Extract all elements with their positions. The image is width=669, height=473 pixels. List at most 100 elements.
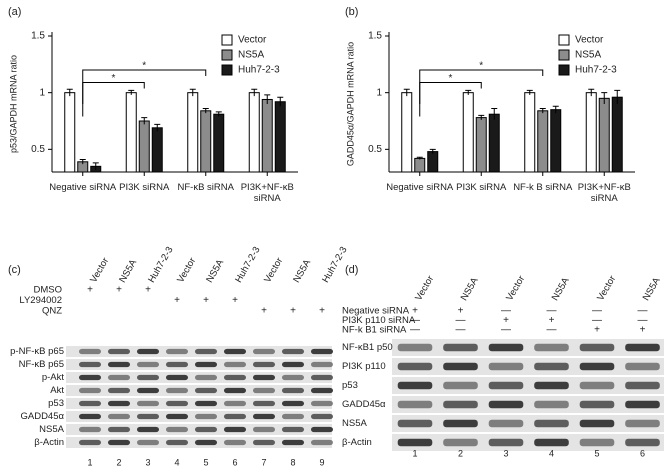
lane-label: Huh7-2-3 (233, 245, 262, 285)
lane-number: 6 (232, 457, 237, 467)
treatment-mark: + (174, 295, 180, 306)
panel-label: (c) (8, 264, 21, 276)
treatment-mark: — (592, 306, 602, 317)
lane-number: 4 (174, 457, 179, 467)
band (78, 439, 102, 446)
error-bar (588, 88, 595, 97)
band (78, 361, 102, 368)
error-bar (526, 89, 533, 95)
error-bar (251, 88, 258, 97)
lane-label: Vector (175, 256, 198, 285)
lane-label: Vector (413, 274, 436, 303)
x-tick-label: Negative siRNA (49, 182, 117, 193)
lane-number: 2 (458, 448, 463, 458)
bar (200, 110, 212, 173)
error-bar (601, 92, 608, 104)
x-tick-label: NF-k B siRNA (513, 182, 573, 193)
blot-label: GADD45α (342, 399, 386, 410)
legend-swatch (558, 49, 570, 61)
lane-number: 9 (319, 457, 324, 467)
band (397, 381, 433, 390)
blot-label: NF-κB1 p50 (342, 342, 393, 353)
band (310, 400, 334, 407)
band (136, 348, 160, 355)
y-axis-label: p53/GAPDH mRNA ratio (8, 55, 18, 153)
band (223, 374, 247, 381)
treatment-mark: + (549, 315, 555, 326)
band (625, 419, 660, 428)
band (136, 374, 160, 381)
band (310, 361, 334, 368)
blot-strip (392, 396, 664, 413)
blot-label: NF-κB p65 (19, 359, 64, 370)
significance-bracket (419, 69, 544, 104)
treatment-mark: — (501, 325, 511, 336)
category-label-box: PI3K+NF-κB siRNA (241, 182, 294, 204)
band (488, 419, 524, 428)
band (252, 413, 276, 420)
band (252, 374, 276, 381)
band (579, 343, 615, 352)
band (252, 426, 276, 433)
treatment-mark: — (547, 325, 557, 336)
category-label-box: PI3K siRNA (119, 182, 169, 193)
treatment-label: LY294002 (19, 295, 62, 306)
band (194, 439, 218, 446)
legend-swatch (221, 34, 233, 46)
treatment-mark: — (547, 306, 557, 317)
band (252, 361, 276, 368)
band (165, 387, 189, 394)
bar (475, 117, 487, 173)
band (165, 374, 189, 381)
bar (274, 101, 286, 173)
category-label-box: NF-k B siRNA (513, 182, 573, 193)
band (107, 426, 131, 433)
bar (550, 109, 562, 173)
band (534, 419, 569, 428)
band (281, 426, 305, 433)
band (281, 400, 305, 407)
band (136, 361, 160, 368)
band (625, 381, 660, 390)
band (579, 362, 615, 371)
blot-label: p53 (342, 380, 358, 391)
blot-strip (392, 415, 664, 432)
lane-number: 6 (640, 448, 645, 458)
band (534, 362, 569, 371)
band (223, 439, 247, 446)
band (252, 400, 276, 407)
error-bar (264, 94, 271, 104)
category-label-box: PI3K+NF-κB siRNA (578, 182, 631, 204)
legend-swatch (558, 34, 570, 46)
bar (64, 92, 76, 173)
treatment-label: PI3K p110 siRNA (342, 315, 416, 326)
treatment-mark: + (290, 306, 296, 317)
legend-label: Vector (238, 35, 267, 46)
lane-label: Vector (262, 256, 285, 285)
panel-label: (a) (8, 6, 21, 18)
treatment-mark: — (456, 325, 466, 336)
band (310, 387, 334, 394)
bar (611, 96, 623, 173)
bar (598, 97, 610, 173)
error-bar (79, 159, 86, 165)
y-tick-label: 0.5 (31, 144, 45, 155)
bar (125, 92, 137, 173)
blot-label: GADD45α (20, 411, 64, 422)
blot-strip (392, 358, 664, 375)
lane-label: NS5A (204, 257, 226, 285)
band (443, 400, 478, 409)
blot-label: Akt (50, 385, 64, 396)
band (107, 439, 131, 446)
bar (187, 92, 199, 173)
lane-label: Huh7-2-3 (146, 245, 175, 285)
error-bar (429, 148, 436, 154)
band (252, 348, 276, 355)
band (281, 361, 305, 368)
error-bar (189, 88, 196, 97)
band (310, 439, 334, 446)
treatment-mark: + (203, 295, 209, 306)
treatment-mark: — (638, 306, 648, 317)
band (252, 387, 276, 394)
blot-strip (392, 339, 664, 356)
